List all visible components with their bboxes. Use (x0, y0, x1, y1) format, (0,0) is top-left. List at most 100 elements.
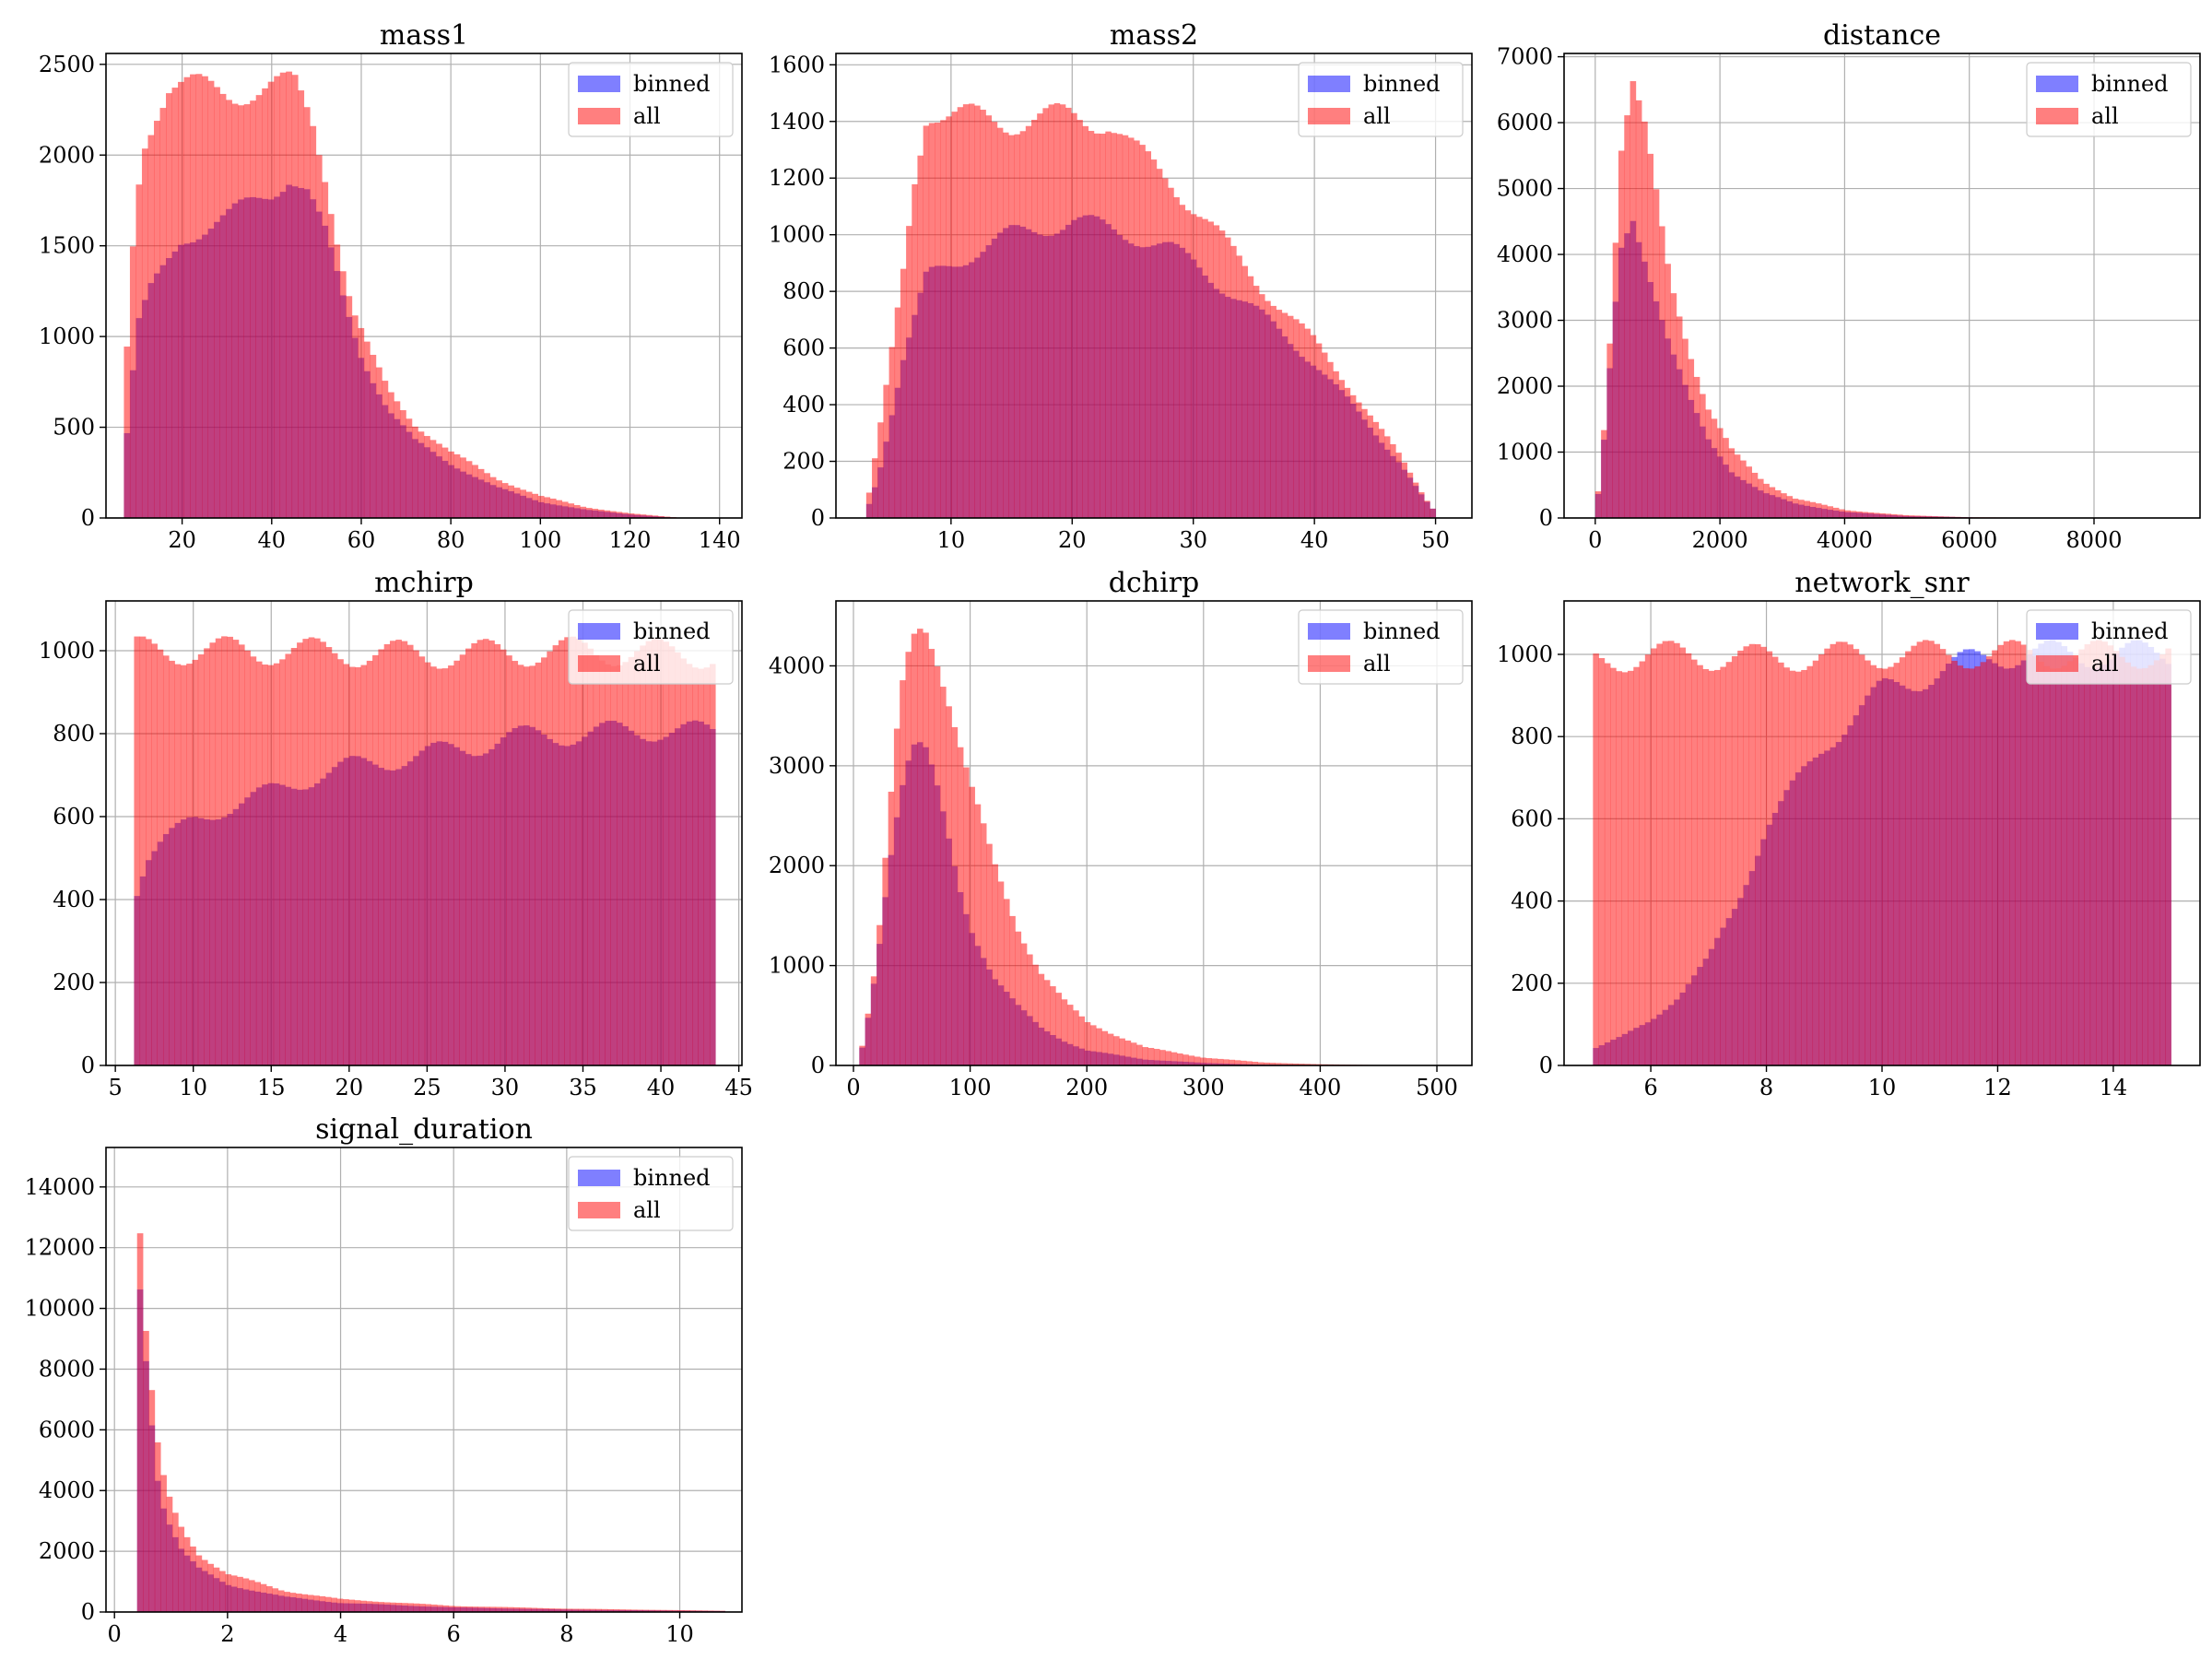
histogram-bar (680, 658, 688, 1065)
axes-frame (835, 600, 1473, 1066)
histogram-bar (657, 639, 664, 1065)
histogram-bar (310, 125, 317, 518)
histogram-bar (2066, 661, 2074, 1065)
histogram-bar (343, 664, 350, 1065)
histogram-bar (1287, 1063, 1293, 1065)
histogram-bar (900, 680, 906, 1065)
histogram-bar (1728, 448, 1735, 518)
histogram-bar (166, 1496, 173, 1612)
x-tick-label: 8000 (2065, 527, 2122, 553)
histogram-bar (1015, 931, 1022, 1065)
legend: binned all (568, 609, 734, 685)
histogram-bar (1616, 671, 1623, 1065)
histogram-bar (1142, 1047, 1148, 1065)
histogram-bar (2107, 645, 2114, 1065)
histogram-bar (524, 1607, 532, 1612)
histogram-bar (225, 1574, 232, 1612)
histogram-bar (135, 184, 143, 519)
histogram-bar (974, 804, 982, 1065)
histogram-bar (1027, 954, 1033, 1065)
histogram-bar (946, 116, 952, 519)
histogram-bar (1009, 915, 1016, 1065)
histogram-bar (1030, 119, 1038, 518)
histogram-bar (1159, 1050, 1166, 1065)
legend-label-binned: binned (1363, 618, 1441, 644)
histogram-bar (1682, 338, 1688, 518)
y-tick-label: 1500 (39, 233, 95, 259)
histogram-bar (219, 1571, 226, 1612)
series-all (1593, 640, 2171, 1065)
histogram-bar (1234, 1060, 1241, 1065)
histogram-bar (209, 642, 217, 1065)
histogram-bar (303, 107, 311, 518)
histogram-bar (701, 1610, 708, 1612)
histogram-bar (336, 1598, 344, 1612)
histogram-bar (436, 443, 442, 518)
histogram-bar (1218, 230, 1226, 518)
histogram-bar (645, 641, 653, 1065)
histogram-bar (1247, 276, 1254, 518)
histogram-bar (477, 640, 484, 1065)
histogram-bar (1246, 1061, 1253, 1065)
histogram-bar (1356, 402, 1362, 518)
histogram-bar (1691, 659, 1698, 1065)
histogram-bar (308, 637, 315, 1065)
axes-frame (1563, 53, 2201, 519)
histogram-bar (1196, 217, 1203, 518)
histogram-bar (1177, 1053, 1183, 1065)
legend-swatch-binned (2036, 623, 2078, 640)
histogram-bar (1333, 371, 1339, 518)
y-tick-label: 0 (81, 1599, 95, 1625)
histogram-bar (1315, 343, 1323, 518)
histogram-bar (2043, 665, 2051, 1065)
histogram-bar (1731, 655, 1738, 1065)
histogram-bar (893, 728, 900, 1065)
histogram-bar (1257, 1062, 1265, 1065)
histogram-bar (1078, 1016, 1086, 1065)
histogram-bar (284, 1592, 290, 1612)
histogram-bar (1781, 493, 1787, 518)
x-tick-label: 60 (347, 527, 376, 553)
histogram-bar (1349, 394, 1357, 518)
histogram-bar (477, 468, 485, 518)
histogram-bar (1766, 651, 1773, 1065)
histogram-bar (162, 655, 170, 1065)
histogram-bar (1806, 665, 1814, 1065)
histogram-bar (1792, 499, 1799, 518)
legend-label-all: all (633, 651, 661, 677)
histogram-bar (1390, 444, 1396, 518)
histogram-bar (1053, 102, 1061, 518)
histogram-bar (262, 664, 268, 1065)
legend-swatch-binned (578, 623, 620, 640)
x-tick-label: 50 (1421, 527, 1450, 553)
histogram-bar (652, 515, 659, 518)
histogram-bar (698, 668, 704, 1065)
x-tick-label: 5 (109, 1075, 123, 1100)
histogram-bar (2078, 649, 2085, 1065)
x-tick-label: 6000 (1941, 527, 1997, 553)
legend-label-all: all (1363, 103, 1391, 129)
histogram-bar (1168, 187, 1174, 518)
histogram-bar (1259, 294, 1265, 518)
histogram-bar (570, 636, 577, 1065)
histogram-bar (1217, 1058, 1224, 1065)
histogram-bar (1725, 662, 1733, 1065)
histogram-bar (597, 509, 605, 518)
histogram-bar (477, 1606, 485, 1612)
histogram-bar (342, 1599, 349, 1612)
x-tick-label: 2 (220, 1621, 234, 1647)
histogram-bar (151, 643, 158, 1065)
histogram-bar (360, 665, 368, 1065)
histogram-bar (436, 668, 443, 1065)
histogram-bar (1105, 131, 1112, 518)
histogram-bar (1173, 197, 1180, 518)
histogram-bar (1771, 656, 1779, 1065)
histogram-bar (274, 76, 281, 519)
y-tick-label: 6000 (39, 1417, 95, 1442)
histogram-bar (237, 1576, 243, 1612)
histogram-bar (1190, 214, 1197, 518)
x-tick-label: 140 (699, 527, 741, 553)
histogram-bar (1890, 513, 1898, 518)
histogram-bar (244, 650, 251, 1065)
histogram-bar (1281, 312, 1288, 518)
